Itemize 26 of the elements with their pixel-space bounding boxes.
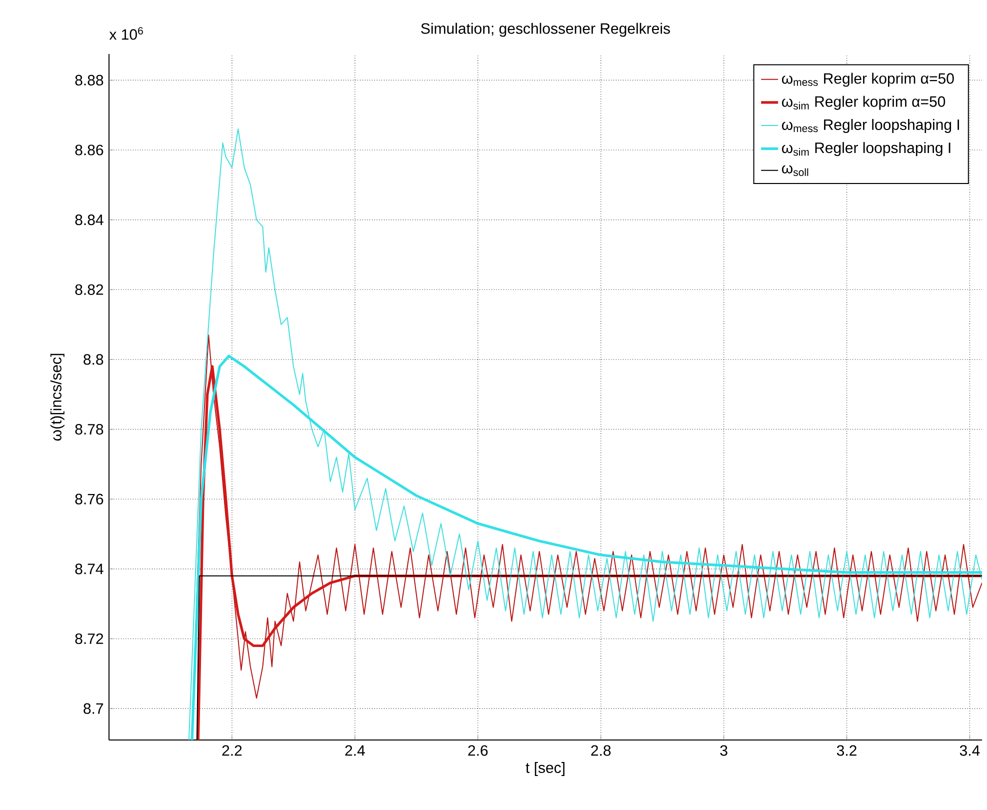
y-tick-label: 8.72	[75, 633, 104, 644]
x-axis-title: t [sec]	[526, 762, 564, 776]
legend-label: ω$_{sim}$ Regler loopshaping I	[782, 142, 950, 156]
x-tick-label: 3.4	[960, 745, 980, 756]
y-tick-label: 8.86	[75, 144, 104, 156]
text: x 10$^{6}$	[109, 27, 143, 40]
x-tick-label: 2.4	[345, 745, 365, 756]
y-tick-label: 8.74	[75, 564, 104, 574]
legend-label: ω$_{mess}$ Regler koprim α=50	[782, 72, 954, 87]
y-tick-label: 8.8	[84, 354, 104, 365]
legend-label: ω$_{sim}$ Regler koprim α=50	[782, 96, 946, 110]
y-tick-label: 8.78	[75, 424, 104, 435]
chart-title: Simulation; geschlossener Regelkreis	[421, 22, 670, 37]
x-tick-label: 2.8	[591, 745, 611, 756]
y-tick-label: 8.84	[75, 214, 104, 226]
y-tick-label: 8.76	[75, 494, 104, 504]
y-axis-title: ω(t)[incs/sec]	[50, 354, 64, 441]
x-tick-label: 3.2	[836, 745, 856, 756]
x-tick-label: 3	[720, 745, 728, 756]
legend-label: ω$_{soll}$	[782, 165, 808, 176]
y-tick-label: 8.82	[75, 284, 104, 295]
y-tick-label: 8.7	[84, 703, 104, 714]
y-tick-label: 8.88	[75, 74, 104, 86]
x-tick-label: 2.2	[222, 745, 242, 756]
legend-label: ω$_{mess}$ Regler loopshaping I	[782, 118, 959, 133]
x-tick-label: 2.6	[468, 745, 488, 756]
